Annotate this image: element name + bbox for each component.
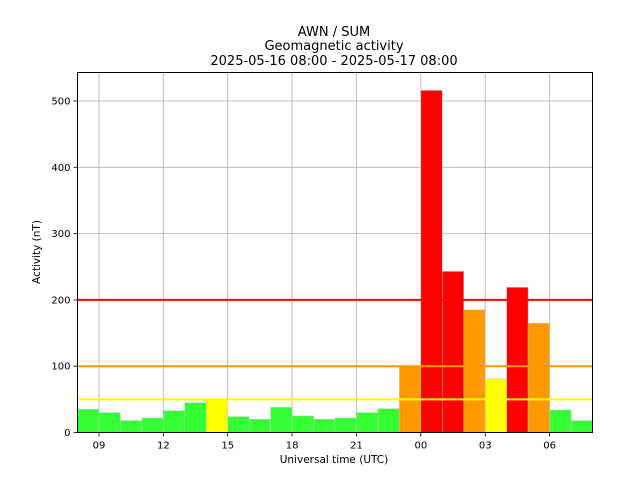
bar-09 (98, 412, 121, 433)
x-tick-label: 12 (157, 441, 170, 452)
chart-title-line-3: 2025-05-16 08:00 - 2025-05-17 08:00 (210, 54, 457, 69)
bar-03 (484, 378, 507, 433)
y-tick-label: 200 (51, 295, 70, 306)
bar-14 (206, 399, 228, 433)
plot-frame (77, 72, 593, 433)
bar-10 (120, 420, 143, 433)
bar-16 (248, 418, 271, 433)
bar-02 (463, 309, 486, 433)
y-tick-label: 400 (51, 163, 70, 174)
bar-05 (527, 322, 550, 433)
bar-06 (549, 409, 572, 433)
bar-00 (420, 90, 443, 433)
x-tick-label: 09 (93, 441, 106, 452)
x-tick-label: 03 (479, 441, 492, 452)
x-tick-label: 15 (221, 441, 234, 452)
bar-07 (570, 420, 593, 433)
bar-15 (227, 416, 250, 433)
bar-20 (334, 417, 357, 433)
x-tick-label: 06 (543, 441, 556, 452)
y-tick-label: 100 (51, 362, 70, 373)
chart-title-line-1: AWN / SUM (298, 25, 370, 40)
x-tick-label: 21 (350, 441, 363, 452)
y-tick-label: 500 (51, 97, 70, 108)
bar-22 (377, 408, 400, 433)
bar-12 (163, 410, 186, 433)
bar-19 (313, 418, 336, 433)
bar-01 (442, 271, 464, 433)
bars (77, 90, 593, 433)
bar-18 (291, 415, 314, 433)
x-tick-label: 00 (414, 441, 427, 452)
x-axis-ticks: 09 12 15 18 21 00 03 06 (93, 432, 556, 452)
chart-title-line-2: Geomagnetic activity (264, 39, 403, 54)
y-axis-label: Activity (nT) (31, 220, 43, 284)
bar-17 (270, 407, 293, 433)
bar-11 (141, 417, 164, 433)
bar-04 (506, 287, 529, 433)
threshold-lines (77, 298, 593, 401)
y-tick-label: 300 (51, 229, 70, 240)
bar-21 (356, 412, 379, 433)
bar-08 (77, 409, 100, 433)
x-axis-label: Universal time (UTC) (280, 454, 388, 466)
bar-13 (184, 402, 207, 433)
y-tick-label: 0 (64, 428, 70, 439)
x-tick-label: 18 (286, 441, 299, 452)
y-axis-ticks: 0 100 200 300 400 500 (51, 97, 78, 439)
